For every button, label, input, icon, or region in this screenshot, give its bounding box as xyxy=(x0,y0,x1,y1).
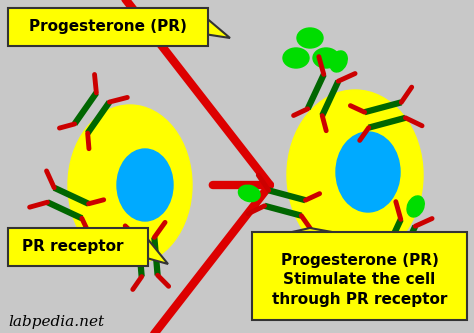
Polygon shape xyxy=(148,239,168,264)
FancyBboxPatch shape xyxy=(252,232,467,320)
Ellipse shape xyxy=(313,48,339,68)
Ellipse shape xyxy=(330,51,347,72)
Text: Progesterone (PR)
Stimulate the cell
through PR receptor: Progesterone (PR) Stimulate the cell thr… xyxy=(272,253,447,307)
Ellipse shape xyxy=(287,90,423,260)
Text: labpedia.net: labpedia.net xyxy=(8,315,104,329)
FancyBboxPatch shape xyxy=(8,228,148,266)
Ellipse shape xyxy=(283,48,309,68)
Text: PR receptor: PR receptor xyxy=(22,239,124,254)
Ellipse shape xyxy=(407,196,424,217)
Text: Progesterone (PR): Progesterone (PR) xyxy=(29,20,187,35)
Ellipse shape xyxy=(68,105,192,265)
Polygon shape xyxy=(292,228,332,232)
Polygon shape xyxy=(208,19,230,38)
Ellipse shape xyxy=(297,28,323,48)
Ellipse shape xyxy=(117,149,173,221)
Ellipse shape xyxy=(238,185,260,202)
FancyBboxPatch shape xyxy=(8,8,208,46)
Ellipse shape xyxy=(336,132,400,212)
